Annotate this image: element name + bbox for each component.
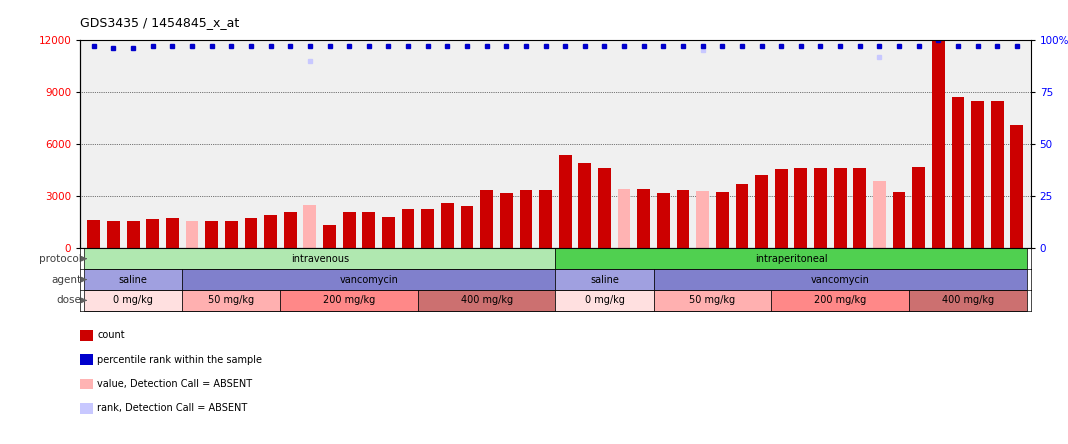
Bar — [500, 193, 513, 248]
Text: GDS3435 / 1454845_x_at: GDS3435 / 1454845_x_at — [80, 16, 239, 29]
Text: vancomycin: vancomycin — [340, 274, 398, 285]
Bar — [677, 190, 690, 248]
Bar — [555, 269, 654, 290]
Bar — [795, 168, 807, 248]
Bar — [555, 290, 654, 311]
Bar — [716, 192, 728, 248]
Bar — [324, 225, 336, 248]
Text: 400 mg/kg: 400 mg/kg — [460, 295, 513, 305]
Bar — [736, 184, 749, 248]
Bar — [281, 290, 418, 311]
Bar — [638, 189, 650, 248]
Bar — [402, 209, 414, 248]
Bar — [186, 222, 199, 248]
Text: dose: dose — [57, 295, 81, 305]
Text: 200 mg/kg: 200 mg/kg — [323, 295, 375, 305]
Bar — [88, 220, 100, 248]
Bar — [771, 290, 909, 311]
Text: rank, Detection Call = ABSENT: rank, Detection Call = ABSENT — [97, 404, 248, 413]
Bar — [617, 189, 630, 248]
Text: 400 mg/kg: 400 mg/kg — [942, 295, 994, 305]
Text: value, Detection Call = ABSENT: value, Detection Call = ABSENT — [97, 379, 252, 389]
Text: 200 mg/kg: 200 mg/kg — [814, 295, 866, 305]
Bar — [991, 101, 1004, 248]
Bar — [559, 155, 571, 248]
Bar — [598, 168, 611, 248]
Text: saline: saline — [590, 274, 618, 285]
Bar — [303, 205, 316, 248]
Text: intravenous: intravenous — [290, 254, 349, 264]
Bar — [598, 168, 611, 248]
Bar — [909, 290, 1026, 311]
Bar — [183, 290, 281, 311]
Bar — [579, 163, 592, 248]
Bar — [284, 212, 297, 248]
Bar — [1010, 125, 1023, 248]
Bar — [834, 168, 847, 248]
Bar — [225, 221, 238, 248]
Bar — [166, 218, 178, 248]
Text: count: count — [97, 330, 125, 340]
Bar — [460, 206, 473, 248]
Text: saline: saline — [119, 274, 147, 285]
Bar — [343, 212, 356, 248]
Bar — [421, 209, 434, 248]
Bar — [519, 190, 532, 248]
Bar — [418, 290, 555, 311]
Bar — [84, 269, 183, 290]
Bar — [205, 222, 218, 248]
Bar — [755, 175, 768, 248]
Bar — [912, 166, 925, 248]
Bar — [441, 203, 454, 248]
Bar — [971, 101, 984, 248]
Text: percentile rank within the sample: percentile rank within the sample — [97, 355, 262, 365]
Bar — [873, 181, 885, 248]
Bar — [555, 248, 1026, 269]
Bar — [127, 222, 140, 248]
Text: protocol: protocol — [38, 254, 81, 264]
Bar — [245, 218, 257, 248]
Bar — [84, 290, 183, 311]
Bar — [146, 219, 159, 248]
Bar — [481, 190, 493, 248]
Bar — [853, 168, 866, 248]
Bar — [657, 193, 670, 248]
Bar — [84, 248, 555, 269]
Bar — [893, 192, 906, 248]
Bar — [382, 217, 395, 248]
Bar — [183, 269, 555, 290]
Text: 50 mg/kg: 50 mg/kg — [208, 295, 254, 305]
Text: agent: agent — [51, 274, 81, 285]
Text: 0 mg/kg: 0 mg/kg — [113, 295, 153, 305]
Bar — [696, 191, 709, 248]
Bar — [654, 269, 1026, 290]
Bar — [654, 290, 771, 311]
Bar — [932, 40, 945, 248]
Text: vancomycin: vancomycin — [811, 274, 869, 285]
Bar — [539, 190, 552, 248]
Text: 50 mg/kg: 50 mg/kg — [690, 295, 736, 305]
Bar — [814, 168, 827, 248]
Text: 0 mg/kg: 0 mg/kg — [584, 295, 625, 305]
Bar — [107, 222, 120, 248]
Bar — [264, 215, 277, 248]
Bar — [774, 169, 787, 248]
Bar — [362, 212, 375, 248]
Bar — [952, 97, 964, 248]
Text: intraperitoneal: intraperitoneal — [755, 254, 828, 264]
